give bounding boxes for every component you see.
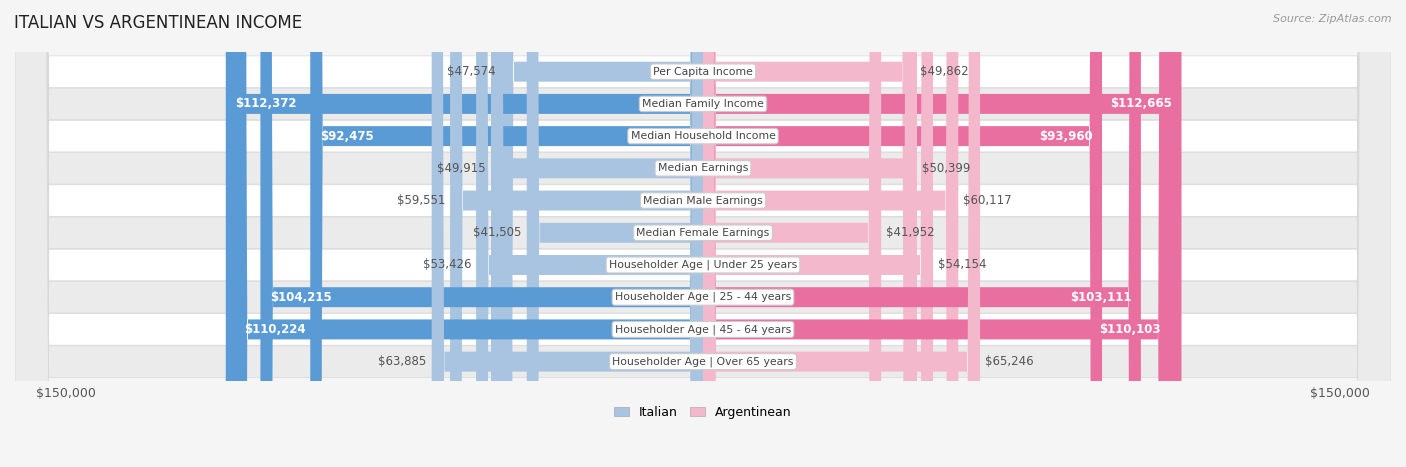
FancyBboxPatch shape [703, 0, 980, 467]
FancyBboxPatch shape [226, 0, 703, 467]
Text: $60,117: $60,117 [963, 194, 1012, 207]
FancyBboxPatch shape [703, 0, 934, 467]
Text: Per Capita Income: Per Capita Income [652, 67, 754, 77]
FancyBboxPatch shape [703, 0, 882, 467]
Text: $49,862: $49,862 [920, 65, 969, 78]
FancyBboxPatch shape [235, 0, 703, 467]
FancyBboxPatch shape [703, 0, 959, 467]
FancyBboxPatch shape [15, 0, 1391, 467]
Text: Householder Age | 25 - 44 years: Householder Age | 25 - 44 years [614, 292, 792, 303]
FancyBboxPatch shape [15, 0, 1391, 467]
FancyBboxPatch shape [15, 0, 1391, 467]
FancyBboxPatch shape [311, 0, 703, 467]
Text: $41,952: $41,952 [886, 226, 935, 239]
Text: Householder Age | Over 65 years: Householder Age | Over 65 years [612, 356, 794, 367]
Text: Median Earnings: Median Earnings [658, 163, 748, 173]
Text: Householder Age | Under 25 years: Householder Age | Under 25 years [609, 260, 797, 270]
Text: $63,885: $63,885 [378, 355, 426, 368]
FancyBboxPatch shape [15, 0, 1391, 467]
FancyBboxPatch shape [15, 0, 1391, 467]
Text: $65,246: $65,246 [986, 355, 1033, 368]
Text: $53,426: $53,426 [423, 259, 471, 271]
FancyBboxPatch shape [15, 0, 1391, 467]
FancyBboxPatch shape [703, 0, 917, 467]
Text: ITALIAN VS ARGENTINEAN INCOME: ITALIAN VS ARGENTINEAN INCOME [14, 14, 302, 32]
Text: $50,399: $50,399 [922, 162, 970, 175]
FancyBboxPatch shape [432, 0, 703, 467]
FancyBboxPatch shape [527, 0, 703, 467]
Legend: Italian, Argentinean: Italian, Argentinean [609, 401, 797, 424]
Text: $103,111: $103,111 [1070, 290, 1132, 304]
Text: $112,665: $112,665 [1111, 98, 1173, 110]
FancyBboxPatch shape [703, 0, 915, 467]
FancyBboxPatch shape [703, 0, 1171, 467]
Text: $110,224: $110,224 [245, 323, 307, 336]
FancyBboxPatch shape [491, 0, 703, 467]
Text: $104,215: $104,215 [270, 290, 332, 304]
Text: $112,372: $112,372 [235, 98, 297, 110]
Text: $92,475: $92,475 [319, 130, 374, 142]
Text: Median Household Income: Median Household Income [630, 131, 776, 141]
Text: $47,574: $47,574 [447, 65, 496, 78]
Text: $110,103: $110,103 [1099, 323, 1161, 336]
FancyBboxPatch shape [703, 0, 1181, 467]
Text: $41,505: $41,505 [474, 226, 522, 239]
FancyBboxPatch shape [477, 0, 703, 467]
Text: $54,154: $54,154 [938, 259, 987, 271]
Text: Median Family Income: Median Family Income [643, 99, 763, 109]
FancyBboxPatch shape [703, 0, 1140, 467]
FancyBboxPatch shape [260, 0, 703, 467]
FancyBboxPatch shape [15, 0, 1391, 467]
FancyBboxPatch shape [450, 0, 703, 467]
FancyBboxPatch shape [501, 0, 703, 467]
Text: Median Female Earnings: Median Female Earnings [637, 228, 769, 238]
Text: $93,960: $93,960 [1039, 130, 1092, 142]
Text: Median Male Earnings: Median Male Earnings [643, 196, 763, 205]
Text: $59,551: $59,551 [396, 194, 444, 207]
Text: Householder Age | 45 - 64 years: Householder Age | 45 - 64 years [614, 324, 792, 335]
FancyBboxPatch shape [15, 0, 1391, 467]
FancyBboxPatch shape [15, 0, 1391, 467]
Text: $49,915: $49,915 [437, 162, 486, 175]
FancyBboxPatch shape [15, 0, 1391, 467]
Text: Source: ZipAtlas.com: Source: ZipAtlas.com [1274, 14, 1392, 24]
FancyBboxPatch shape [703, 0, 1102, 467]
